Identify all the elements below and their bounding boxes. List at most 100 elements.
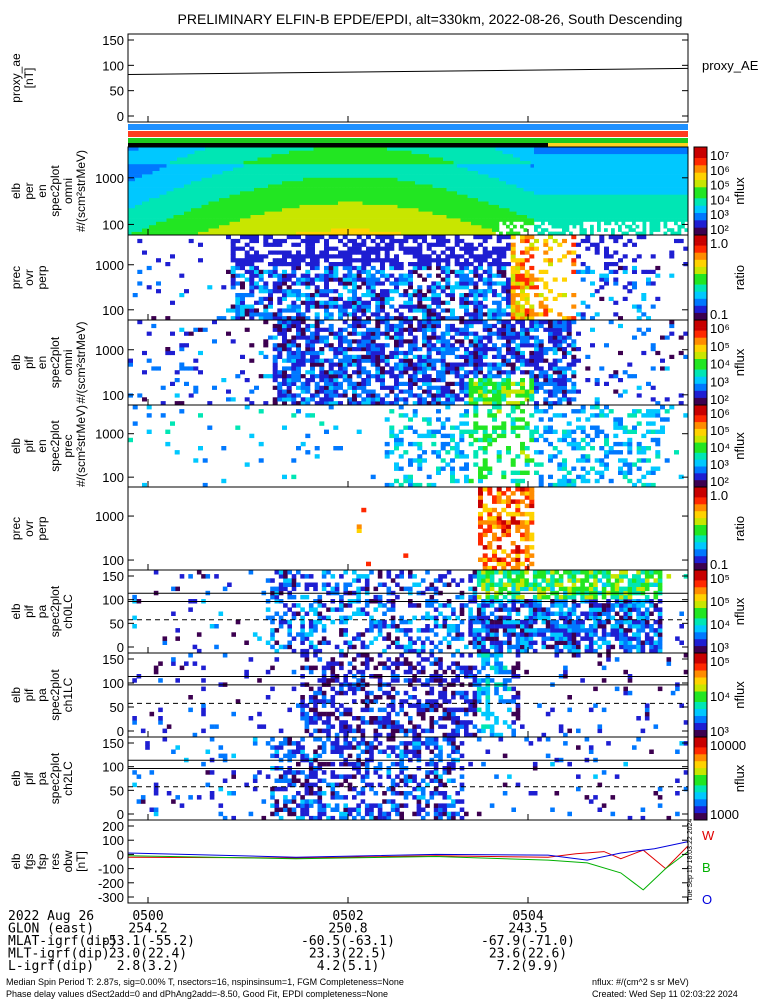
spectrogram-cell [474, 147, 479, 151]
spectrogram-cell [328, 304, 334, 309]
spectrogram-cell [523, 177, 528, 182]
spectrogram-cell [314, 285, 320, 290]
spectrogram-cell [313, 224, 318, 229]
spectrogram-cell [191, 163, 195, 168]
spectrogram-cell [453, 147, 458, 151]
spectrogram-cell [240, 177, 244, 182]
spectrogram-cell [328, 316, 334, 321]
spectrogram-cell [291, 262, 297, 267]
spectrogram-cell [513, 153, 517, 158]
spectrogram-cell [142, 218, 146, 222]
spectrogram-cell [422, 293, 427, 298]
spectrogram-cell [464, 204, 468, 209]
spectrogram-cell [184, 211, 188, 215]
spectrogram-cell [338, 224, 342, 229]
spectrogram-cell [310, 207, 314, 212]
spectrogram-cell [334, 201, 339, 205]
spectrogram-cell [334, 177, 339, 182]
spectrogram-cell [226, 194, 230, 199]
spectrogram-cell [352, 300, 357, 305]
spectrogram-cell [233, 231, 237, 236]
spectrogram-cell [548, 157, 552, 161]
spectrogram-cell [254, 207, 258, 212]
spectrogram-cell [660, 218, 664, 222]
spectrogram-cell [677, 191, 682, 195]
spectrogram-cell [177, 160, 181, 165]
spectrogram-cell [579, 187, 584, 192]
spectrogram-cell [600, 211, 605, 215]
spectrogram-cell [383, 228, 388, 232]
spectrogram-cell [394, 157, 398, 161]
spectrogram-cell [271, 201, 276, 205]
spectrogram-cell [492, 211, 496, 215]
spectrogram-cell [642, 221, 647, 226]
spectrogram-cell [149, 207, 153, 212]
spectrogram-cell [454, 273, 460, 278]
spectrogram-cell [436, 214, 440, 219]
spectrogram-cell [590, 187, 594, 192]
spectrogram-cell [649, 150, 654, 155]
spectrogram-cell [649, 180, 654, 185]
spectrogram-cell [235, 281, 241, 286]
spectrogram-cell [677, 157, 682, 161]
spectrogram-cell [558, 191, 563, 195]
spectrogram-cell [376, 163, 381, 168]
spectrogram-cell [180, 160, 185, 165]
spectrogram-cell [142, 180, 146, 185]
spectrogram-cell [222, 211, 227, 215]
spectrogram-cell [660, 150, 664, 155]
spectrogram-cell [579, 221, 584, 226]
spectrogram-cell [478, 197, 482, 202]
spectrogram-cell [488, 174, 493, 178]
spectrogram-cell [278, 201, 283, 205]
spectrogram-cell [674, 218, 678, 222]
spectrogram-cell [383, 218, 388, 222]
spectrogram-cell [436, 300, 441, 305]
spectrogram-cell [464, 304, 469, 309]
spectrogram-cell [548, 187, 552, 192]
spectrogram-cell [142, 207, 146, 212]
spectrogram-cell [313, 160, 318, 165]
spectrogram-cell [254, 265, 259, 271]
spectrogram-cell [625, 184, 629, 188]
spectrogram-cell [534, 204, 538, 209]
spectrogram-cell [159, 153, 164, 158]
spectrogram-cell [467, 177, 472, 182]
spectrogram-cell [296, 304, 301, 309]
spectrogram-cell [236, 194, 241, 199]
spectrogram-cell [422, 170, 426, 175]
spectrogram-cell [499, 174, 503, 178]
spectrogram-cell [240, 316, 245, 321]
spectrogram-cell [446, 160, 451, 165]
spectrogram-cell [282, 157, 286, 161]
spectrogram-cell [541, 167, 545, 171]
spectrogram-cell [558, 167, 563, 171]
spectrogram-cell [604, 177, 608, 182]
spectrogram-cell [338, 184, 342, 188]
spectrogram-cell [674, 191, 678, 195]
spectrogram-cell [523, 204, 528, 209]
spectrogram-cell [506, 167, 510, 171]
spectrogram-cell [376, 174, 381, 178]
spectrogram-cell [328, 262, 334, 267]
spectrogram-cell [342, 300, 348, 305]
spectrogram-cell [156, 214, 160, 219]
spectrogram-cell [583, 180, 587, 185]
spectrogram-cell [509, 184, 514, 188]
spectrogram-cell [439, 197, 444, 202]
spectrogram-cell [268, 273, 273, 278]
spectrogram-cell [285, 224, 290, 229]
spectrogram-cell [345, 221, 349, 226]
spectrogram-cell [342, 277, 348, 282]
spectrogram-cell [319, 254, 325, 259]
spectrogram-cell [674, 163, 678, 168]
spectrogram-cell [198, 201, 202, 205]
spectrogram-cell [173, 163, 178, 168]
spectrogram-cell [506, 177, 510, 182]
spectrogram-cell [282, 262, 287, 267]
spectrogram-cell [436, 265, 441, 271]
spectrogram-cell [389, 289, 395, 294]
spectrogram-cell [551, 170, 556, 175]
spectrogram-cell [394, 150, 398, 155]
spectrogram-cell [628, 180, 633, 185]
